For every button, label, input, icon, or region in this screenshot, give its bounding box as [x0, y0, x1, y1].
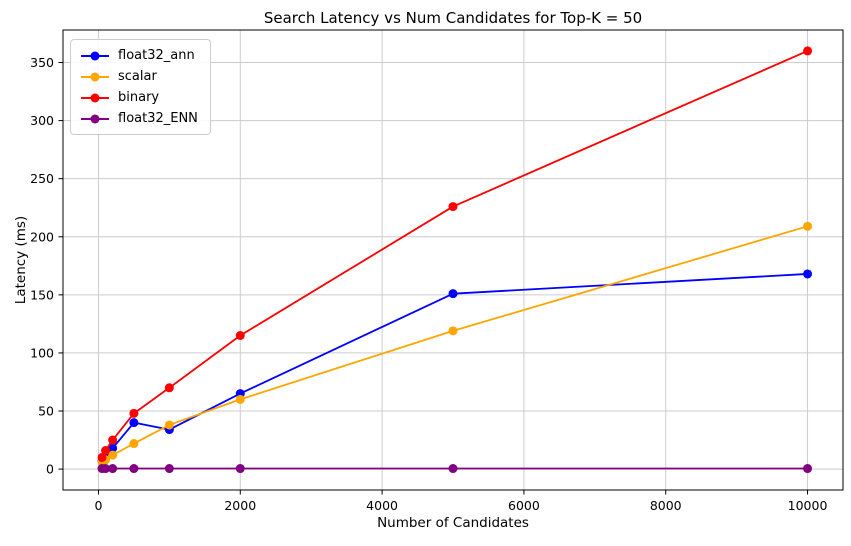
data-point-scalar: [164, 420, 174, 430]
data-point-float32_ENN: [448, 464, 458, 474]
legend-item-float32_ENN: float32_ENN: [81, 110, 198, 127]
chart-title: Search Latency vs Num Candidates for Top…: [263, 9, 643, 27]
legend-line-marker-icon: [81, 114, 109, 124]
data-point-scalar: [129, 439, 139, 449]
data-point-binary: [164, 383, 174, 393]
data-point-float32_ann: [129, 418, 139, 428]
y-tick-label: 300: [30, 113, 54, 128]
data-point-binary: [97, 452, 107, 462]
legend-line-marker-icon: [81, 51, 109, 61]
series-line-scalar: [101, 225, 809, 464]
legend-label: scalar: [118, 69, 157, 84]
data-point-float32_ENN: [803, 464, 813, 474]
legend-item-binary: binary: [81, 89, 198, 106]
data-point-binary: [129, 408, 139, 418]
legend-line-marker-icon: [81, 72, 109, 82]
data-point-float32_ENN: [129, 464, 139, 474]
y-tick-label: 200: [30, 229, 54, 244]
data-point-scalar: [803, 221, 813, 231]
data-point-float32_ann: [803, 269, 813, 279]
data-point-binary: [448, 202, 458, 212]
legend-item-scalar: scalar: [81, 68, 198, 85]
y-tick-label: 250: [30, 171, 54, 186]
y-tick-label: 150: [30, 287, 54, 302]
data-point-float32_ENN: [101, 464, 111, 474]
data-point-scalar: [235, 394, 245, 404]
x-tick-label: 2000: [224, 498, 256, 513]
data-point-binary: [235, 331, 245, 341]
plot-frame: [62, 29, 844, 491]
data-point-float32_ann: [108, 443, 118, 453]
legend-item-float32_ann: float32_ann: [81, 47, 198, 64]
data-point-float32_ENN: [235, 464, 245, 474]
x-tick-label: 6000: [508, 498, 540, 513]
data-point-binary: [803, 46, 813, 56]
data-point-scalar: [448, 326, 458, 336]
data-point-binary: [108, 435, 118, 445]
legend-line-marker-icon: [81, 93, 109, 103]
data-point-float32_ann: [448, 289, 458, 299]
series-line-float32_ann: [101, 273, 809, 462]
legend-label: binary: [118, 90, 160, 105]
x-axis-label: Number of Candidates: [377, 515, 529, 531]
y-tick-label: 50: [38, 404, 54, 419]
x-tick-label: 8000: [650, 498, 682, 513]
y-tick-label: 350: [30, 55, 54, 70]
data-point-float32_ENN: [164, 464, 174, 474]
y-tick-label: 100: [30, 345, 54, 360]
data-point-scalar: [108, 450, 118, 460]
data-point-binary: [101, 446, 111, 456]
x-tick-label: 4000: [366, 498, 398, 513]
y-axis-label: Latency (ms): [13, 215, 29, 305]
legend-label: float32_ENN: [118, 111, 198, 126]
legend-label: float32_ann: [118, 48, 195, 63]
x-tick-label: 0: [94, 498, 102, 513]
x-tick-label: 10000: [788, 498, 828, 513]
y-tick-label: 0: [46, 462, 54, 477]
data-point-float32_ENN: [108, 464, 118, 474]
